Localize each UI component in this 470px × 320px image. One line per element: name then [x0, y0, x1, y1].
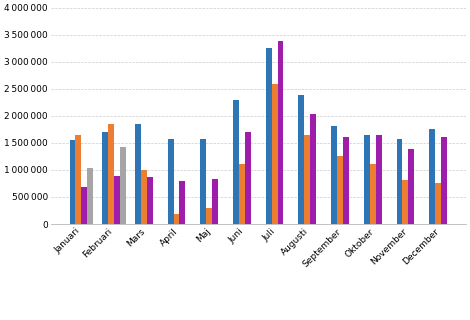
Bar	[212, 179, 218, 224]
Bar	[331, 126, 337, 224]
Bar	[70, 140, 76, 224]
Bar	[402, 180, 408, 224]
Bar	[343, 137, 349, 224]
Bar	[397, 139, 402, 224]
Bar	[272, 84, 278, 224]
Bar	[435, 183, 441, 224]
Bar	[239, 164, 245, 224]
Bar	[135, 124, 141, 224]
Bar	[102, 132, 108, 224]
Bar	[168, 139, 173, 224]
Bar	[305, 135, 310, 224]
Bar	[87, 168, 93, 224]
Bar	[298, 95, 305, 224]
Bar	[108, 124, 114, 224]
Bar	[408, 149, 414, 224]
Bar	[147, 178, 153, 224]
Bar	[441, 137, 447, 224]
Bar	[337, 156, 343, 224]
Bar	[200, 139, 206, 224]
Bar	[141, 170, 147, 224]
Bar	[206, 208, 212, 224]
Bar	[364, 135, 370, 224]
Bar	[120, 147, 126, 224]
Bar	[376, 135, 382, 224]
Bar	[310, 114, 316, 224]
Bar	[266, 48, 272, 224]
Bar	[81, 187, 87, 224]
Bar	[76, 135, 81, 224]
Bar	[245, 132, 251, 224]
Bar	[233, 100, 239, 224]
Bar	[278, 41, 283, 224]
Bar	[173, 214, 180, 224]
Bar	[429, 129, 435, 224]
Bar	[114, 176, 120, 224]
Bar	[180, 181, 185, 224]
Bar	[370, 164, 376, 224]
